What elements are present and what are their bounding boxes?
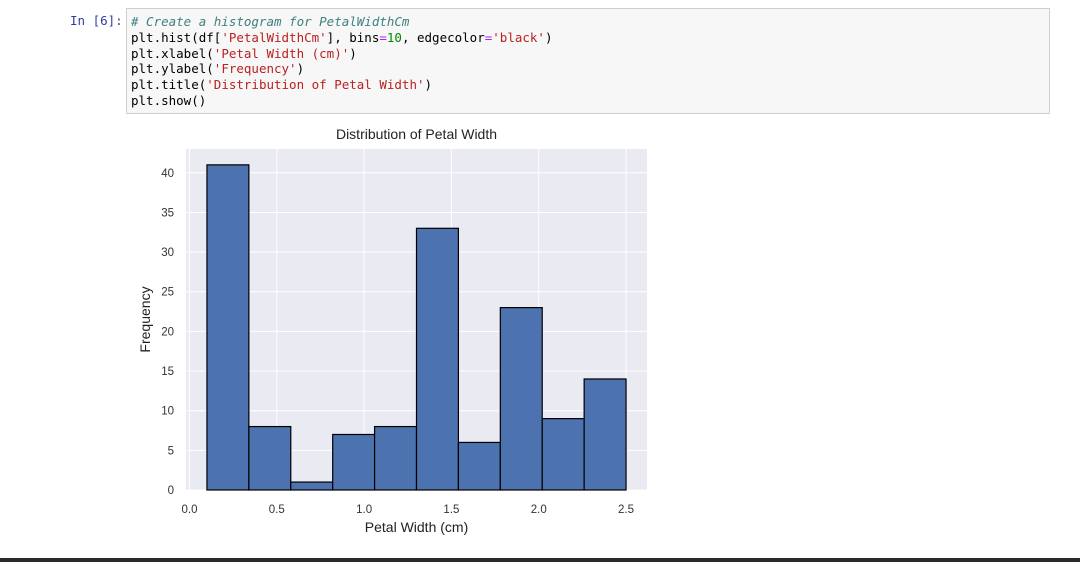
code-token: 'black'	[492, 29, 545, 45]
bars	[206, 164, 627, 491]
chart-title: Distribution of Petal Width	[336, 126, 497, 142]
y-tick-label: 0	[168, 485, 174, 497]
histogram-bar	[583, 378, 627, 491]
y-tick-labels: 0 5 10 15 20 25 30 35 40	[161, 168, 174, 497]
x-tick-label: 1.0	[356, 504, 372, 516]
histogram-bar	[541, 418, 585, 491]
histogram-chart: 0 5 10 15 20 25 30 35 40 0.0 0.5 1.0 1.5 2.0 2.5 Dist…	[137, 126, 647, 535]
code-token: )	[424, 77, 433, 93]
code-token: =	[379, 29, 387, 45]
y-axis-label: Frequency	[137, 286, 153, 352]
code-token: 10	[386, 29, 402, 45]
y-tick-label: 30	[161, 247, 174, 259]
x-tick-label: 0.5	[269, 504, 285, 516]
code-token: plt.xlabel(	[131, 45, 214, 61]
code-token: 'PetalWidthCm'	[221, 29, 327, 45]
code-token: ], bins	[326, 29, 380, 45]
x-tick-label: 0.0	[181, 504, 197, 516]
code-token: 'Frequency'	[213, 61, 297, 77]
histogram-bar	[206, 164, 250, 491]
x-tick-label: 2.0	[531, 504, 547, 516]
y-tick-label: 35	[161, 207, 174, 219]
code-token: , edgecolor	[401, 29, 485, 45]
code-token: 'Distribution of Petal Width'	[206, 77, 425, 93]
code-token: plt.show()	[131, 92, 207, 108]
y-tick-label: 15	[161, 366, 174, 378]
code-line: plt.title('Distribution of Petal Width')	[131, 77, 1049, 93]
histogram-bar	[373, 425, 418, 491]
histogram-bar	[248, 425, 292, 491]
code-editor[interactable]: # Create a histogram for PetalWidthCm plt…	[126, 8, 1050, 114]
code-token: plt.hist(df[	[131, 29, 222, 45]
y-tick-label: 5	[168, 445, 174, 457]
x-tick-label: 1.5	[443, 504, 459, 516]
y-tick-label: 10	[161, 406, 174, 418]
histogram-bar	[499, 307, 543, 491]
y-tick-label: 20	[161, 326, 174, 338]
code-token: )	[349, 45, 357, 61]
code-token: 'Petal Width (cm)'	[213, 45, 350, 61]
x-tick-labels: 0.0 0.5 1.0 1.5 2.0 2.5	[181, 504, 634, 516]
x-tick-label: 2.5	[618, 504, 634, 516]
code-token: plt.ylabel(	[131, 61, 214, 77]
histogram-bar	[290, 481, 334, 491]
code-token: plt.title(	[131, 77, 207, 93]
code-token: =	[484, 29, 493, 45]
y-tick-label: 40	[161, 168, 174, 180]
code-line: plt.xlabel('Petal Width (cm)')	[131, 46, 1049, 62]
code-token: # Create a histogram for PetalWidthCm	[131, 14, 410, 29]
code-token: )	[544, 29, 553, 45]
x-axis-label: Petal Width (cm)	[365, 519, 468, 535]
histogram-bar	[457, 441, 501, 491]
code-line: plt.show()	[131, 93, 1049, 109]
code-line: plt.ylabel('Frequency')	[131, 61, 1049, 77]
code-token: )	[296, 61, 305, 77]
histogram-bar	[332, 433, 376, 491]
code-line: # Create a histogram for PetalWidthCm	[131, 14, 1049, 30]
input-prompt: In [6]:	[70, 13, 123, 28]
y-tick-label: 25	[161, 287, 174, 299]
histogram-bar	[415, 227, 460, 491]
code-line: plt.hist(df['PetalWidthCm'], bins=10, ed…	[131, 30, 1049, 46]
cell-divider	[0, 558, 1080, 562]
